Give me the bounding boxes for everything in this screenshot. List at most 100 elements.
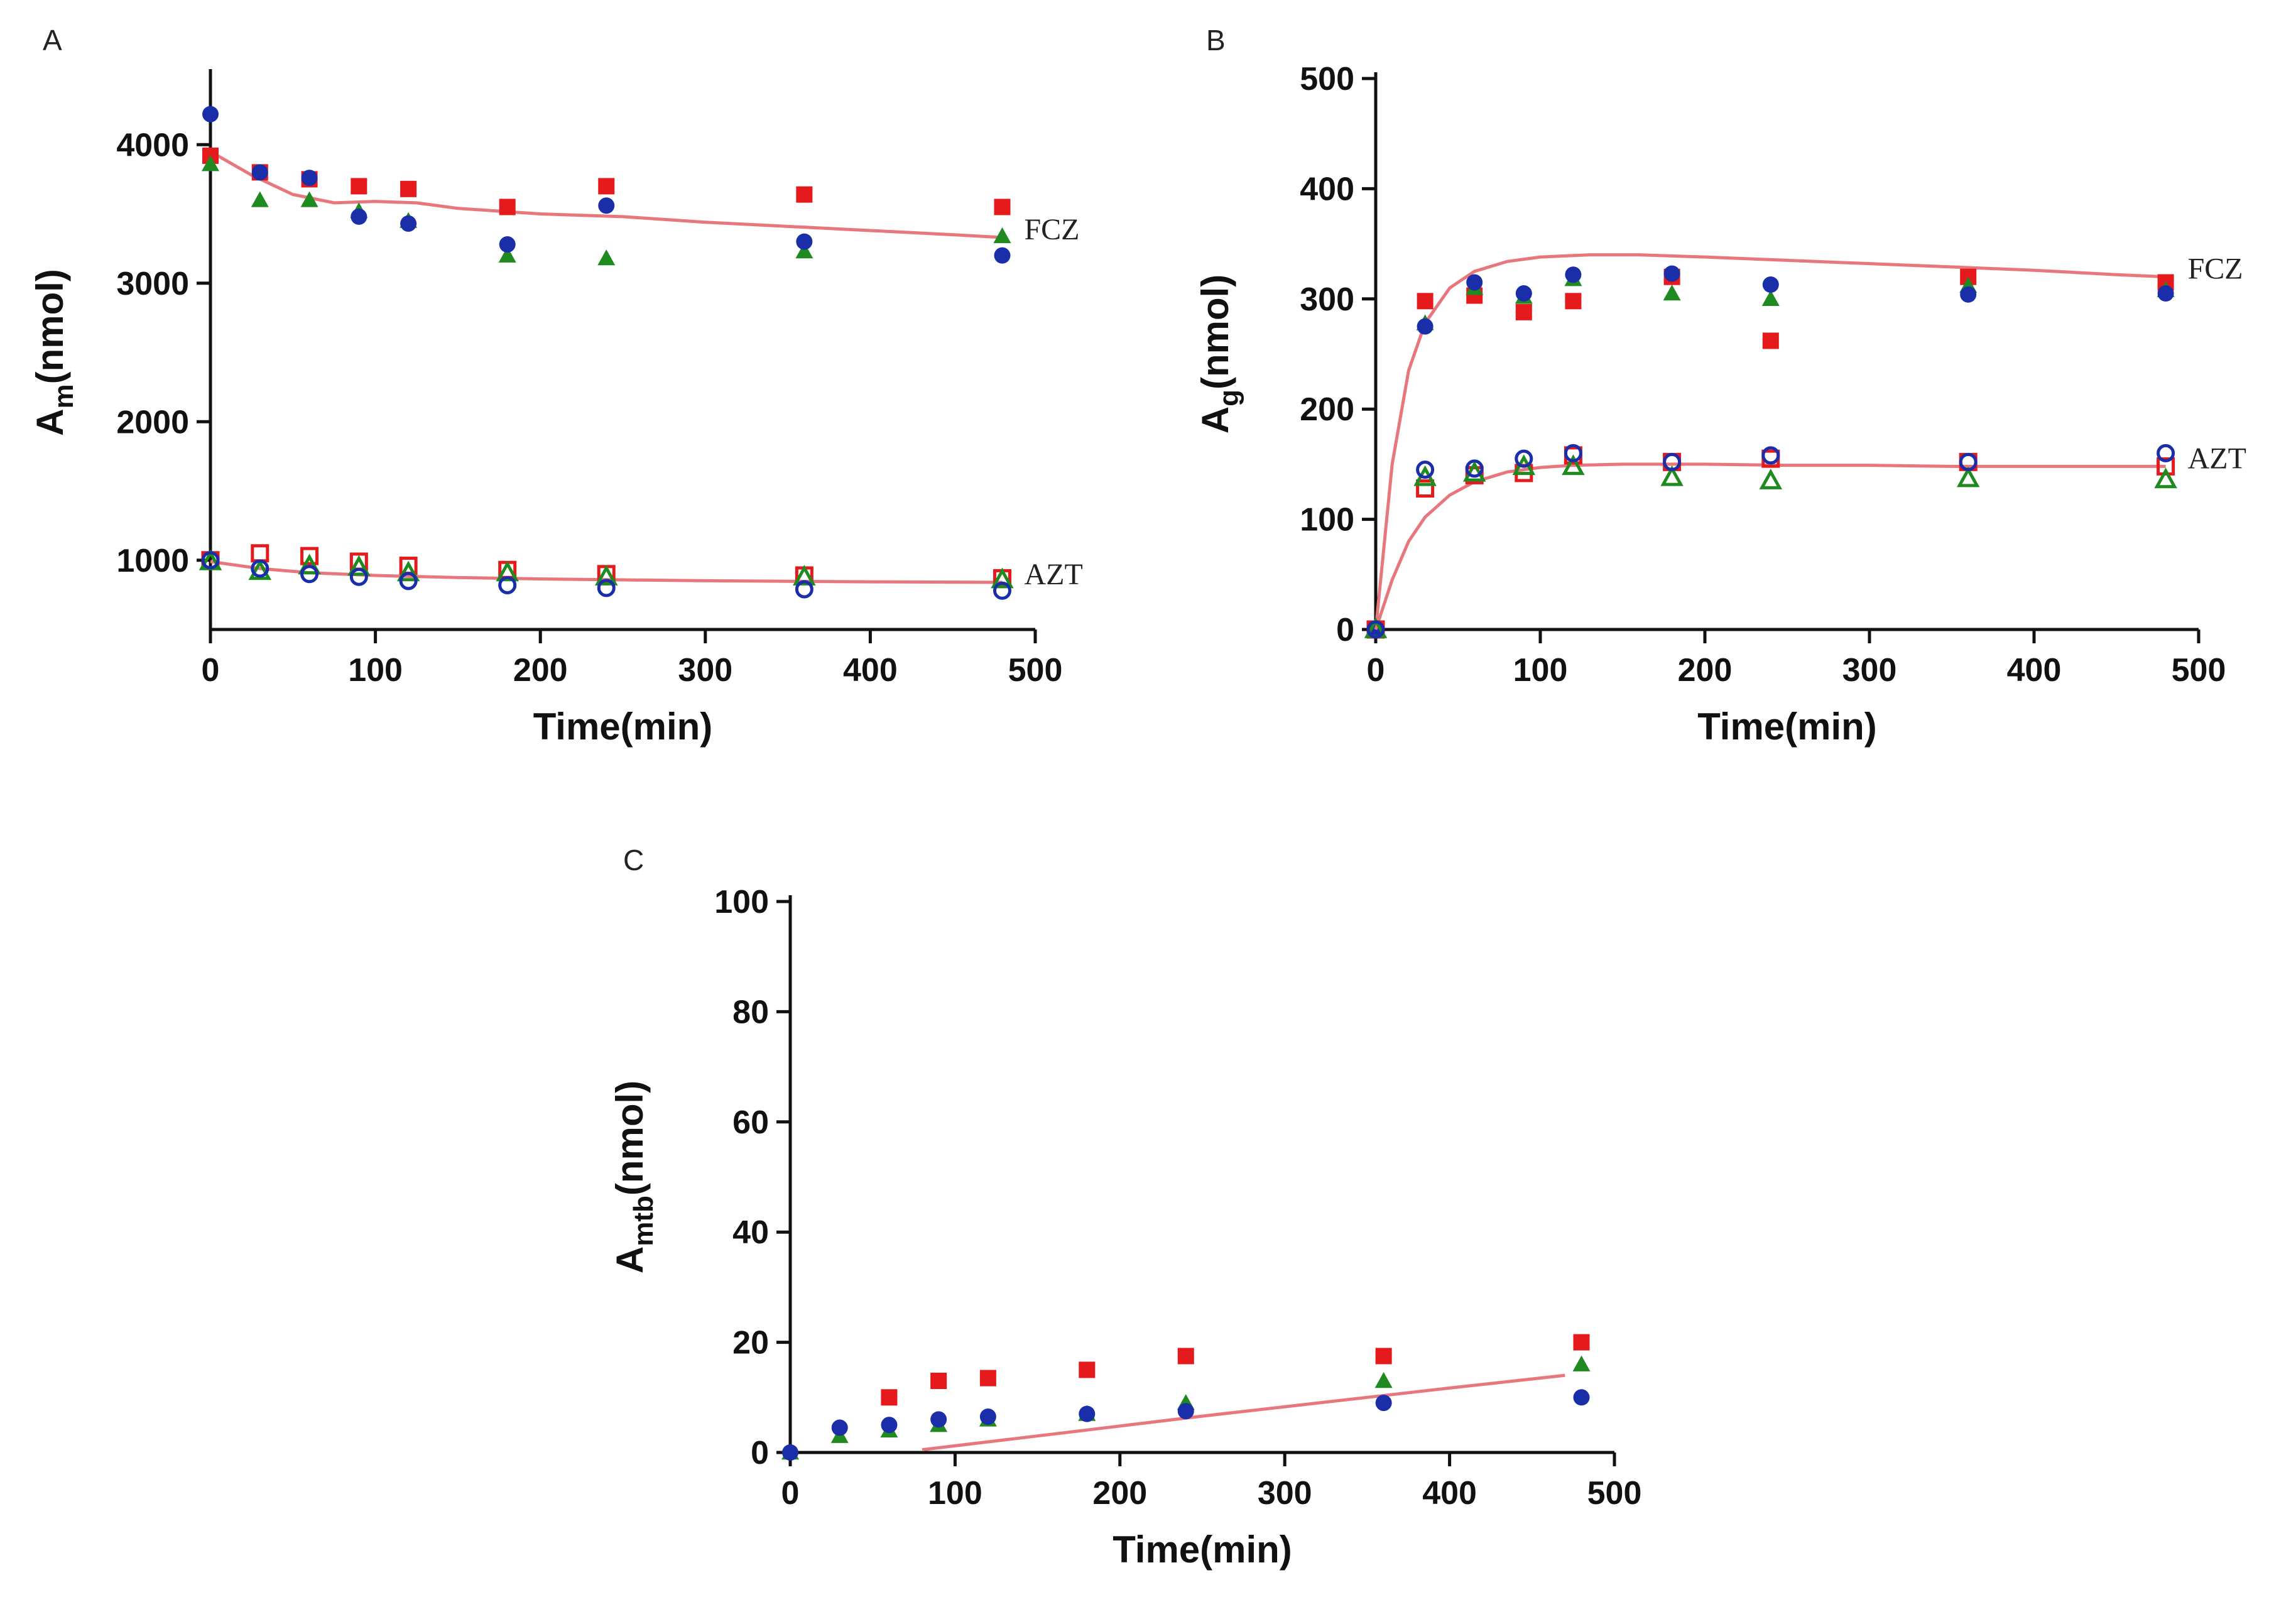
data-point-green [1663, 285, 1681, 301]
data-point-red [251, 544, 269, 563]
series-label-azt: AZT [1024, 558, 1082, 591]
data-point-green [347, 555, 371, 576]
data-point-blue [1663, 265, 1680, 282]
series-label-azt: AZT [2188, 442, 2246, 475]
data-point-blue [1079, 1405, 1096, 1422]
data-point-blue [400, 215, 417, 232]
data-point-blue [1515, 449, 1533, 468]
x-tick-label: 400 [1422, 1475, 1477, 1512]
data-point-green [1761, 290, 1780, 306]
fit-curve [1374, 462, 2166, 630]
y-tick-label: 4000 [116, 127, 189, 163]
y-tick-label: 200 [1300, 391, 1354, 428]
x-axis-title: Time(min) [1697, 706, 1877, 748]
data-point-red [499, 199, 516, 215]
x-tick-label: 500 [1008, 652, 1063, 689]
data-point-blue [1762, 276, 1779, 293]
data-point-green [496, 560, 519, 582]
data-point-blue [1960, 286, 1977, 303]
y-tick-label: 100 [714, 884, 769, 920]
data-point-blue [1375, 1395, 1392, 1412]
x-axis-title: Time(min) [1113, 1528, 1292, 1571]
data-point-green [396, 560, 420, 582]
data-point-blue [1416, 460, 1435, 479]
data-point-green [300, 191, 318, 207]
data-point-blue [351, 208, 367, 225]
data-point-blue [993, 581, 1011, 600]
data-point-blue [994, 247, 1011, 264]
data-point-green [498, 246, 516, 263]
panel-label-b: B [1206, 24, 1226, 57]
chart-b: 0 100 200 300 400 500 0 100 200 300 400 500 Time(min… [1194, 61, 2246, 748]
data-point-blue [201, 551, 220, 570]
data-point-blue [1564, 444, 1582, 462]
data-point-red [1515, 303, 1532, 320]
y-tick-label: 500 [1300, 61, 1354, 97]
fit-curve [209, 150, 1003, 239]
x-tick-label: 400 [843, 652, 898, 689]
data-point-red [1375, 1348, 1392, 1365]
x-tick-label: 0 [781, 1475, 800, 1512]
data-point-blue [831, 1419, 848, 1436]
data-point-blue [1515, 285, 1532, 302]
data-point-blue [597, 579, 616, 597]
data-point-green [248, 559, 272, 580]
data-point-green [795, 242, 813, 259]
x-tick-label: 0 [202, 652, 220, 689]
data-point-blue [796, 233, 813, 250]
series-label-fcz: FCZ [1024, 213, 1079, 246]
y-tick-label: 300 [1300, 281, 1354, 318]
data-point-blue [202, 106, 219, 123]
data-point-red [881, 1389, 898, 1406]
data-point-green [1374, 1371, 1393, 1388]
panel-a: A 0 100 200 300 400 500 1000 2000 3000 4000 Time(m… [29, 24, 1083, 748]
panel-c: C 0 100 200 300 400 500 0 20 40 60 80 100 Time(min) A… [609, 844, 1641, 1571]
x-tick-label: 300 [1258, 1475, 1312, 1512]
y-tick-label: 60 [732, 1104, 769, 1141]
data-point-blue [979, 1408, 996, 1425]
data-point-red [979, 1370, 996, 1387]
data-point-red [1573, 1334, 1590, 1351]
series-label-fcz: FCZ [2188, 253, 2243, 286]
y-axis-title: Am(nmol) [29, 269, 79, 436]
data-point-green [991, 567, 1014, 589]
data-point-red [1079, 1361, 1096, 1378]
data-point-blue [881, 1417, 898, 1434]
data-point-green [1660, 465, 1684, 486]
panel-label-c: C [623, 844, 644, 876]
data-point-blue [2157, 444, 2175, 462]
data-point-blue [1177, 1403, 1194, 1420]
y-tick-label: 0 [1336, 612, 1354, 648]
y-tick-label: 0 [751, 1435, 769, 1471]
data-point-red [351, 178, 367, 195]
data-point-blue [498, 575, 517, 594]
data-point-blue [598, 197, 615, 214]
data-point-blue [251, 559, 269, 578]
data-point-red [598, 178, 615, 195]
data-point-red [930, 1372, 947, 1389]
fit-curve [922, 1373, 1565, 1452]
data-point-green [1759, 469, 1783, 489]
data-point-red [1565, 293, 1582, 310]
data-point-green [251, 191, 269, 207]
data-point-red [1177, 1348, 1194, 1365]
data-point-blue [1761, 446, 1780, 465]
data-point-green [2154, 467, 2177, 489]
x-tick-label: 300 [1842, 652, 1897, 689]
data-point-blue [1465, 459, 1484, 478]
x-tick-label: 300 [678, 652, 732, 689]
data-point-green [202, 155, 219, 172]
data-point-blue [1663, 452, 1682, 471]
data-point-green [793, 565, 816, 586]
x-tick-label: 100 [1513, 652, 1568, 689]
y-tick-label: 100 [1300, 502, 1354, 538]
panel-label-a: A [43, 24, 62, 57]
x-tick-label: 100 [928, 1475, 982, 1512]
x-tick-label: 500 [2172, 652, 2226, 689]
y-tick-label: 80 [732, 994, 769, 1030]
data-point-green [298, 553, 321, 575]
data-point-blue [1565, 266, 1582, 283]
y-axis-title: Amtb(nmol) [609, 1081, 659, 1273]
y-tick-label: 3000 [116, 266, 189, 302]
